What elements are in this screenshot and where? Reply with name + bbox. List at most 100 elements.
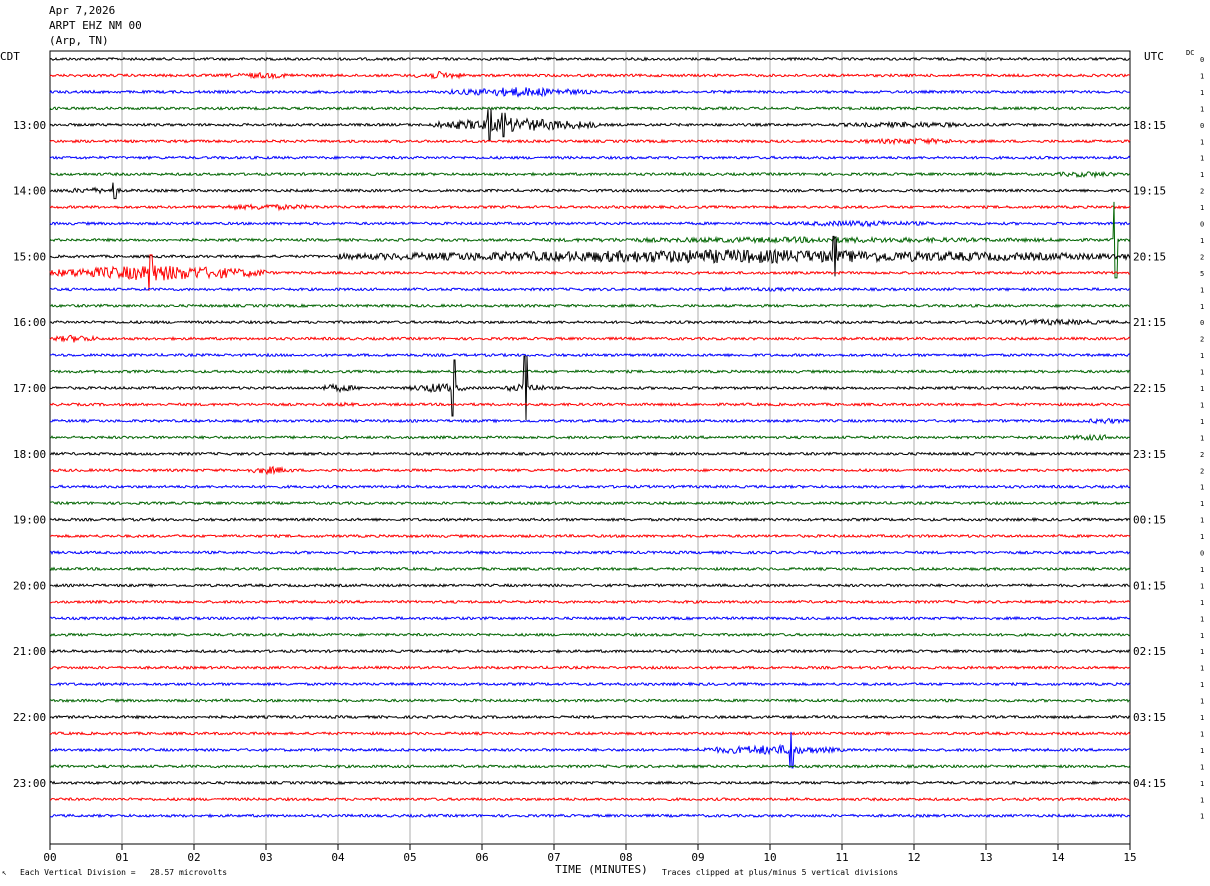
trace-row-28 xyxy=(49,516,1131,523)
dc-offset-value: 5 xyxy=(1200,270,1204,278)
x-tick-label: 04 xyxy=(331,851,345,864)
trace-row-36 xyxy=(49,648,1131,654)
x-tick-label: 11 xyxy=(835,851,848,864)
trace-row-26 xyxy=(49,484,1131,490)
trace-row-31 xyxy=(49,566,1131,572)
right-hour-label: 02:15 xyxy=(1133,645,1166,658)
trace-row-0 xyxy=(49,56,1131,62)
left-hour-label: 14:00 xyxy=(13,185,46,198)
dc-offset-value: 1 xyxy=(1200,714,1204,722)
dc-offset-value: 1 xyxy=(1200,648,1204,656)
trace-row-45 xyxy=(49,796,1131,802)
dc-offset-value: 1 xyxy=(1200,533,1204,541)
plot-frame xyxy=(49,50,1131,845)
trace-row-5 xyxy=(49,137,1131,146)
dc-offset-value: 1 xyxy=(1200,813,1204,821)
dc-offset-value: 1 xyxy=(1200,72,1204,80)
left-hour-label: 18:00 xyxy=(13,448,46,461)
dc-offset-value: 1 xyxy=(1200,747,1204,755)
trace-row-11 xyxy=(49,201,1131,279)
x-tick-label: 02 xyxy=(187,851,200,864)
x-tick-label: 12 xyxy=(907,851,920,864)
trace-row-33 xyxy=(49,599,1131,605)
left-hour-label: 13:00 xyxy=(13,119,46,132)
x-tick-label: 10 xyxy=(763,851,776,864)
dc-offset-value: 1 xyxy=(1200,286,1204,294)
dc-offset-value: 1 xyxy=(1200,796,1204,804)
trace-row-39 xyxy=(49,698,1131,704)
dc-offset-value: 0 xyxy=(1200,122,1204,130)
trace-row-23 xyxy=(49,433,1131,441)
dc-offset-value: 1 xyxy=(1200,89,1204,97)
trace-row-12 xyxy=(49,235,1131,277)
x-tick-label: 14 xyxy=(1051,851,1065,864)
dc-offset-value: 1 xyxy=(1200,237,1204,245)
trace-row-29 xyxy=(49,533,1131,539)
cdt-label: CDT xyxy=(0,50,20,63)
dc-offset-value: 0 xyxy=(1200,550,1204,558)
right-hour-label: 18:15 xyxy=(1133,119,1166,132)
x-tick-label: 15 xyxy=(1123,851,1136,864)
trace-row-46 xyxy=(49,813,1131,819)
trace-row-16 xyxy=(49,318,1131,326)
trace-row-27 xyxy=(49,500,1131,506)
trace-row-41 xyxy=(49,730,1131,737)
x-tick-label: 05 xyxy=(403,851,416,864)
corner-mark: ↖ xyxy=(2,868,7,877)
dc-offset-value: 1 xyxy=(1200,171,1204,179)
trace-row-8 xyxy=(49,182,1131,200)
dc-offset-value: 1 xyxy=(1200,204,1204,212)
left-hour-label: 16:00 xyxy=(13,316,46,329)
left-hour-label: 23:00 xyxy=(13,777,46,790)
dc-offset-value: 1 xyxy=(1200,369,1204,377)
right-hour-label: 19:15 xyxy=(1133,185,1166,198)
trace-row-3 xyxy=(49,105,1131,111)
dc-offset-value: 1 xyxy=(1200,418,1204,426)
right-hour-label: 23:15 xyxy=(1133,448,1166,461)
right-hour-label: 04:15 xyxy=(1133,777,1166,790)
left-hour-label: 21:00 xyxy=(13,645,46,658)
trace-row-2 xyxy=(49,86,1131,98)
header-station: ARPT EHZ NM 00 xyxy=(49,19,142,32)
dc-offset-value: 1 xyxy=(1200,582,1204,590)
dc-label: DC xyxy=(1186,49,1195,57)
dc-offset-value: 0 xyxy=(1200,221,1204,229)
dc-offset-value: 1 xyxy=(1200,434,1204,442)
dc-offset-value: 0 xyxy=(1200,56,1204,64)
dc-offset-value: 0 xyxy=(1200,319,1204,327)
dc-offset-value: 2 xyxy=(1200,253,1204,261)
clip-note: Traces clipped at plus/minus 5 vertical … xyxy=(662,868,899,877)
trace-row-13 xyxy=(49,254,1131,291)
trace-row-34 xyxy=(50,615,1131,621)
trace-row-37 xyxy=(49,665,1131,671)
header-date: Apr 7,2026 xyxy=(49,4,116,17)
dc-offset-value: 1 xyxy=(1200,615,1204,623)
dc-offset-value: 2 xyxy=(1200,188,1204,196)
dc-offset-value: 1 xyxy=(1200,105,1204,113)
trace-row-19 xyxy=(49,369,1131,375)
dc-offset-value: 2 xyxy=(1200,336,1204,344)
trace-row-21 xyxy=(49,401,1131,408)
x-axis-title: TIME (MINUTES) xyxy=(555,863,648,876)
dc-offset-value: 2 xyxy=(1200,451,1204,459)
dc-offset-value: 1 xyxy=(1200,632,1204,640)
dc-offset-value: 1 xyxy=(1200,698,1204,706)
dc-offset-value: 2 xyxy=(1200,467,1204,475)
right-hour-label: 21:15 xyxy=(1133,316,1166,329)
trace-row-20 xyxy=(49,355,1131,421)
dc-offset-value: 1 xyxy=(1200,385,1204,393)
x-tick-label: 09 xyxy=(691,851,704,864)
trace-row-17 xyxy=(49,334,1131,343)
header-location: (Arp, TN) xyxy=(49,34,109,47)
trace-row-35 xyxy=(49,632,1131,638)
trace-row-14 xyxy=(49,286,1131,293)
trace-row-10 xyxy=(49,219,1131,228)
dc-offset-value: 1 xyxy=(1200,401,1204,409)
trace-row-6 xyxy=(49,155,1131,161)
trace-row-44 xyxy=(49,780,1131,786)
x-tick-label: 08 xyxy=(619,851,632,864)
dc-offset-value: 1 xyxy=(1200,303,1204,311)
trace-row-22 xyxy=(50,417,1131,425)
x-tick-label: 07 xyxy=(547,851,560,864)
